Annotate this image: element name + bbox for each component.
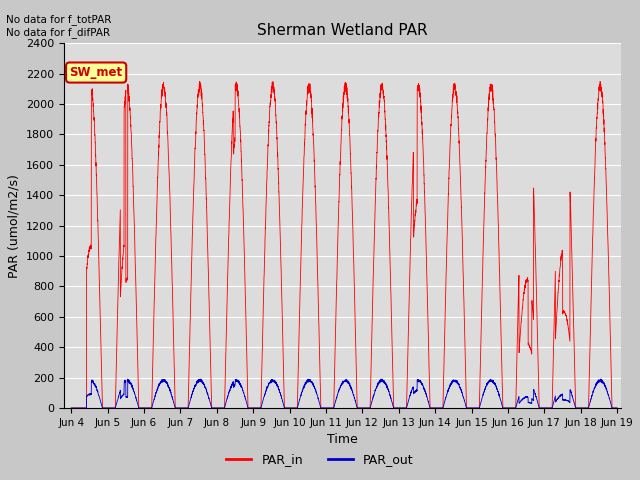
Text: No data for f_totPAR
No data for f_difPAR: No data for f_totPAR No data for f_difPA… (6, 14, 112, 38)
Line: PAR_in: PAR_in (71, 81, 617, 408)
PAR_out (67, 405, 75, 411)
PAR_in (498, 350, 506, 356)
PAR_out (613, 405, 621, 411)
X-axis label: Time: Time (327, 433, 358, 446)
Legend: PAR_in, PAR_out: PAR_in, PAR_out (221, 448, 419, 471)
PAR_out (166, 385, 173, 391)
PAR_in (67, 405, 75, 411)
Line: PAR_out: PAR_out (71, 379, 617, 408)
PAR_out (436, 405, 444, 411)
PAR_out (467, 405, 474, 411)
PAR_out (497, 400, 505, 406)
PAR_in (467, 405, 474, 411)
PAR_out (612, 405, 620, 411)
PAR_out (324, 405, 332, 411)
PAR_in (612, 405, 620, 411)
PAR_in (613, 405, 621, 411)
PAR_out (597, 376, 605, 382)
Title: Sherman Wetland PAR: Sherman Wetland PAR (257, 23, 428, 38)
Text: SW_met: SW_met (70, 66, 123, 79)
PAR_in (166, 177, 173, 183)
PAR_in (196, 78, 204, 84)
Y-axis label: PAR (umol/m2/s): PAR (umol/m2/s) (8, 174, 20, 277)
PAR_in (324, 405, 332, 411)
PAR_in (436, 405, 444, 411)
